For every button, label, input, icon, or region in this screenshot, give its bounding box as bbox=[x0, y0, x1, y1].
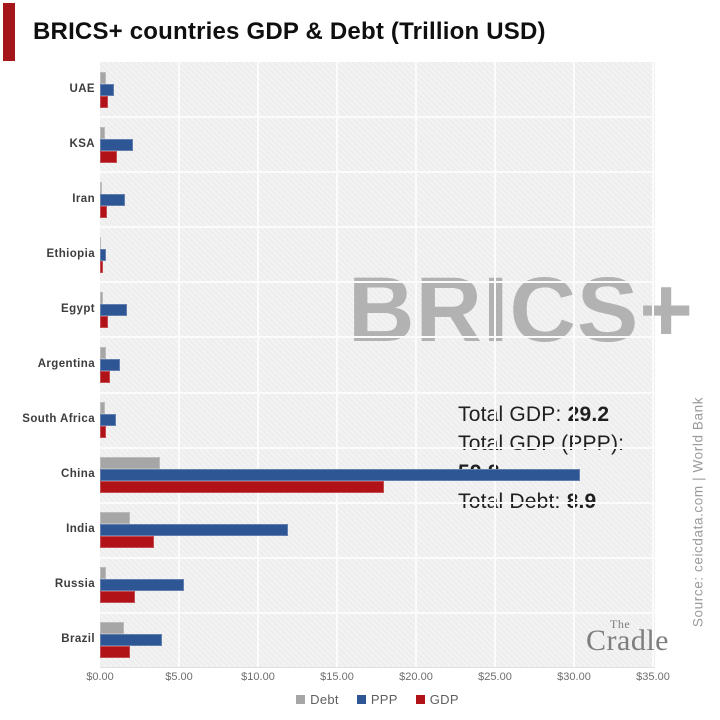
bar-ppp-ethiopia bbox=[100, 249, 106, 261]
bar-debt-russia bbox=[100, 567, 106, 579]
category-label-iran: Iran bbox=[72, 193, 95, 205]
horizontal-gridline bbox=[100, 116, 655, 118]
bar-gdp-india bbox=[100, 536, 154, 548]
vertical-gridline bbox=[415, 62, 417, 667]
bar-gdp-ksa bbox=[100, 151, 117, 163]
x-axis: $0.00 $5.00 $10.00 $15.00 $20.00 $25.00 $30.00… bbox=[0, 671, 720, 687]
logo-the-text: The bbox=[610, 617, 631, 631]
bar-debt-uae bbox=[100, 72, 106, 84]
x-tick-label: $25.00 bbox=[478, 671, 512, 683]
x-tick-label: $15.00 bbox=[320, 671, 354, 683]
vertical-gridline bbox=[652, 62, 654, 667]
horizontal-gridline bbox=[100, 281, 655, 283]
totals-block: Total GDP: 29.2 Total GDP (PPP): 59.8 To… bbox=[458, 400, 655, 516]
legend-label-ppp: PPP bbox=[370, 692, 398, 707]
bar-gdp-egypt bbox=[100, 316, 108, 328]
bar-ppp-brazil bbox=[100, 634, 162, 646]
x-tick-label: $20.00 bbox=[399, 671, 433, 683]
category-label-argentina: Argentina bbox=[37, 358, 95, 370]
chart-legend: Debt PPP GDP bbox=[100, 692, 655, 707]
x-tick-label: $35.00 bbox=[636, 671, 670, 683]
bar-ppp-egypt bbox=[100, 304, 127, 316]
bar-debt-iran bbox=[100, 182, 102, 194]
bar-ppp-argentina bbox=[100, 359, 120, 371]
bar-ppp-china bbox=[100, 469, 580, 481]
bar-debt-brazil bbox=[100, 622, 124, 634]
category-label-ethiopia: Ethiopia bbox=[46, 248, 95, 260]
total-debt-label: Total Debt: bbox=[458, 490, 567, 513]
vertical-gridline bbox=[573, 62, 575, 667]
source-attribution: Source: ceicdata.com | World Bank bbox=[690, 396, 706, 628]
category-label-ksa: KSA bbox=[69, 138, 95, 150]
bar-gdp-russia bbox=[100, 591, 135, 603]
plot-area: BRICS+ Total GDP: 29.2 Total GDP (PPP): … bbox=[100, 62, 693, 668]
category-label-russia: Russia bbox=[54, 578, 95, 590]
horizontal-gridline bbox=[100, 226, 655, 228]
bar-ppp-iran bbox=[100, 194, 125, 206]
legend-swatch-debt bbox=[296, 695, 306, 704]
horizontal-gridline bbox=[100, 447, 655, 449]
horizontal-gridline bbox=[100, 392, 655, 394]
vertical-gridline bbox=[336, 62, 338, 667]
legend-item-ppp: PPP bbox=[356, 692, 398, 707]
bar-debt-argentina bbox=[100, 347, 106, 359]
legend-swatch-gdp bbox=[415, 695, 425, 704]
horizontal-gridline bbox=[100, 171, 655, 173]
legend-label-gdp: GDP bbox=[429, 692, 459, 707]
horizontal-gridline bbox=[100, 502, 655, 504]
category-label-india: India bbox=[66, 523, 95, 535]
x-tick-label: $5.00 bbox=[165, 671, 193, 683]
bar-gdp-brazil bbox=[100, 646, 130, 658]
x-tick-label: $10.00 bbox=[241, 671, 275, 683]
vertical-gridline bbox=[494, 62, 496, 667]
bar-gdp-uae bbox=[100, 96, 108, 108]
total-gdp-label: Total GDP: bbox=[458, 403, 568, 426]
total-gdp-ppp-label: Total GDP (PPP): bbox=[458, 432, 625, 455]
title-accent-bar bbox=[3, 3, 15, 61]
vertical-gridline bbox=[178, 62, 180, 667]
bar-gdp-ethiopia bbox=[100, 261, 103, 273]
x-tick-label: $0.00 bbox=[86, 671, 114, 683]
bar-gdp-china bbox=[100, 481, 384, 493]
legend-swatch-ppp bbox=[356, 695, 366, 704]
the-cradle-logo: The Cradle bbox=[586, 617, 668, 664]
bar-ppp-uae bbox=[100, 84, 114, 96]
vertical-gridline bbox=[257, 62, 259, 667]
category-label-china: China bbox=[61, 468, 95, 480]
bar-ppp-india bbox=[100, 524, 288, 536]
bar-debt-south-africa bbox=[100, 402, 105, 414]
category-label-uae: UAE bbox=[69, 83, 95, 95]
category-label-brazil: Brazil bbox=[61, 633, 95, 645]
horizontal-gridline bbox=[100, 336, 655, 338]
bar-debt-china bbox=[100, 457, 160, 469]
category-label-egypt: Egypt bbox=[61, 303, 95, 315]
legend-item-debt: Debt bbox=[296, 692, 339, 707]
bar-ppp-south-africa bbox=[100, 414, 116, 426]
horizontal-gridline bbox=[100, 612, 655, 614]
bar-ppp-russia bbox=[100, 579, 184, 591]
horizontal-gridline bbox=[100, 557, 655, 559]
bar-debt-india bbox=[100, 512, 130, 524]
bar-gdp-argentina bbox=[100, 371, 110, 383]
bar-debt-ethiopia bbox=[100, 237, 101, 249]
page-title: BRICS+ countries GDP & Debt (Trillion US… bbox=[33, 18, 546, 45]
category-label-south-africa: South Africa bbox=[22, 413, 95, 425]
category-labels-column: UAE KSA Iran Ethiopia Egypt Argentina South Af… bbox=[0, 62, 95, 668]
x-tick-label: $30.00 bbox=[557, 671, 591, 683]
bar-ppp-ksa bbox=[100, 139, 133, 151]
logo-cradle-text: Cradle bbox=[586, 624, 669, 657]
bar-debt-egypt bbox=[100, 292, 103, 304]
bar-debt-ksa bbox=[100, 127, 105, 139]
brics-watermark: BRICS+ bbox=[348, 259, 694, 361]
legend-label-debt: Debt bbox=[310, 692, 339, 707]
bar-gdp-iran bbox=[100, 206, 107, 218]
legend-item-gdp: GDP bbox=[415, 692, 459, 707]
bar-gdp-south-africa bbox=[100, 426, 106, 438]
total-gdp-line: Total GDP: 29.2 bbox=[458, 400, 655, 429]
total-gdp-value: 29.2 bbox=[567, 403, 610, 426]
